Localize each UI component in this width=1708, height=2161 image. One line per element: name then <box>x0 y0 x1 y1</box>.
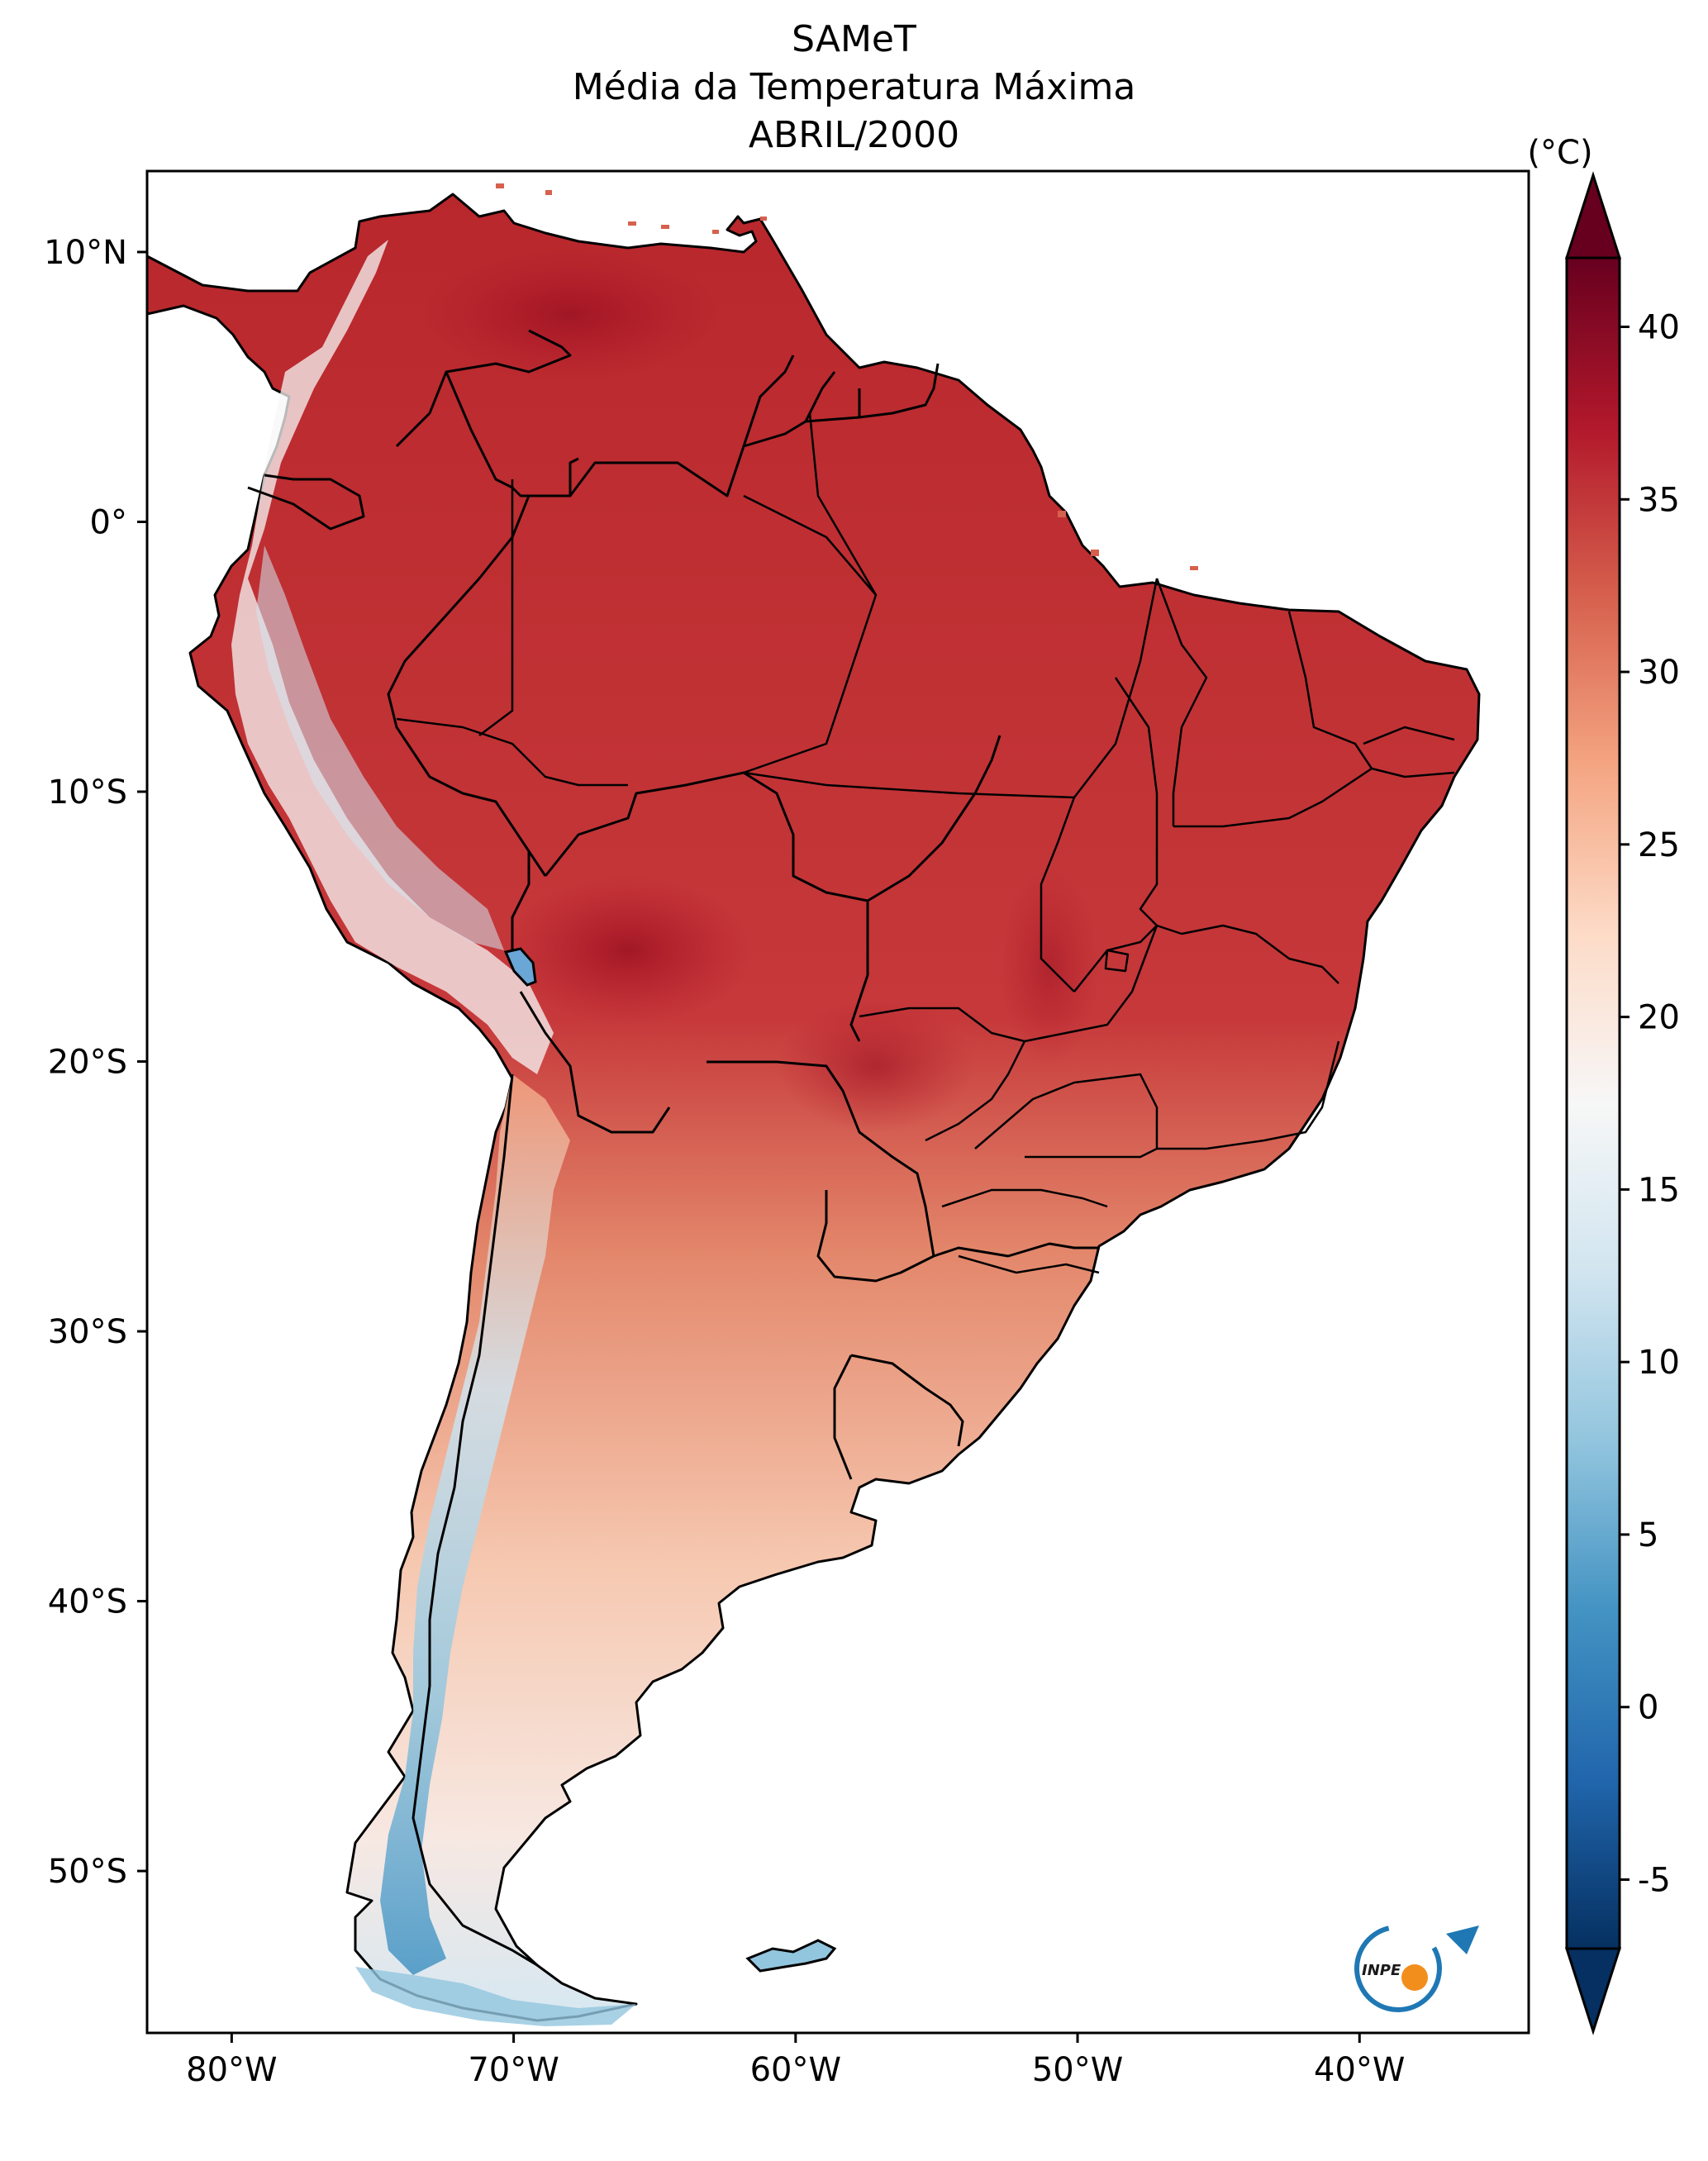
andes-cool-band-peru <box>256 545 504 950</box>
border-piaui-ceara <box>1287 611 1373 769</box>
border-venezuela-guyana <box>742 355 795 447</box>
colorbar: (°C) 40 35 30 25 20 15 10 5 0 -5 <box>1527 134 1680 2035</box>
border-maranhao-piaui <box>1155 578 1208 826</box>
inpe-logo-arrow <box>1446 1925 1479 1954</box>
lon-tick-label: 70°W <box>468 2051 559 2089</box>
border-mato-grosso-do-sul <box>859 1007 1026 1142</box>
border-minas-rj-es <box>1157 1040 1340 1150</box>
lat-tick-label: 30°S <box>48 1313 127 1351</box>
inpe-logo-text: INPE <box>1362 1962 1401 1979</box>
border-piaui-bahia <box>1173 767 1455 828</box>
border-sc-rs <box>958 1254 1100 1274</box>
border-bolivia-brazil <box>544 771 869 1042</box>
lat-tick-label: 0° <box>90 503 127 541</box>
lon-tick-group: 80°W 70°W 60°W 50°W 40°W <box>186 2033 1405 2089</box>
border-tocantins-east <box>1114 677 1158 926</box>
border-uruguay-brazil <box>850 1354 964 1447</box>
title-line-2: Média da Temperatura Máxima <box>572 66 1136 108</box>
border-ceara-rn <box>1363 726 1455 745</box>
colorbar-tick-label: 20 <box>1638 999 1680 1037</box>
border-sao-paulo-minas <box>974 1073 1158 1159</box>
lat-tick-label: 20°S <box>48 1044 127 1082</box>
lon-tick-label: 50°W <box>1032 2051 1123 2089</box>
border-peru-brazil <box>387 495 547 877</box>
border-uruguay-argentina <box>833 1354 853 1480</box>
colorbar-tick-label: 35 <box>1638 481 1680 519</box>
colorbar-tick-label: 5 <box>1638 1516 1658 1554</box>
colorbar-extend-min <box>1564 1947 1622 2035</box>
colorbar-tick-label: 15 <box>1638 1171 1680 1209</box>
border-chile-argentina <box>412 1073 538 1967</box>
border-suriname-guiana <box>859 363 940 419</box>
title-line-3: ABRIL/2000 <box>748 114 960 156</box>
colorbar-extend-max <box>1564 171 1622 259</box>
coastal-speckles <box>496 183 1198 570</box>
border-tocantins-west <box>1040 797 1076 992</box>
border-parana-sc <box>941 1188 1108 1208</box>
border-peru-bolivia <box>511 851 530 950</box>
andes-cool-band-south <box>380 1074 570 1975</box>
inpe-logo: INPE <box>1354 1925 1479 2012</box>
colorbar-tick-group: 40 35 30 25 20 15 10 5 0 -5 <box>1620 309 1680 1899</box>
border-colombia-venezuela-south <box>445 371 579 497</box>
lat-tick-label: 50°S <box>48 1853 127 1891</box>
lon-tick-label: 60°W <box>750 2051 841 2089</box>
border-ecuador <box>247 474 365 531</box>
state-borders <box>396 412 1455 1274</box>
colorbar-tick-label: 0 <box>1638 1689 1658 1727</box>
hot-region-venezuela <box>421 248 719 380</box>
border-colombia-venezuela <box>395 329 572 448</box>
border-bahia-minas <box>1156 924 1339 984</box>
andes-cool-band-north <box>231 240 554 1074</box>
lat-tick-label: 40°S <box>48 1583 127 1621</box>
lat-tick-label: 10°S <box>48 773 127 812</box>
hot-region-bolivia <box>504 876 752 1025</box>
border-brazil-north <box>569 388 861 497</box>
colorbar-tick-label: 10 <box>1638 1344 1680 1382</box>
border-amazonas-roraima <box>478 479 514 736</box>
title-line-1: SAMeT <box>792 18 916 60</box>
map-layer: INPE <box>147 183 1481 2026</box>
colorbar-tick-label: 30 <box>1638 654 1680 692</box>
colorbar-tick-label: 25 <box>1638 826 1680 864</box>
tierra-del-fuego-cool <box>355 1967 636 2026</box>
border-paraguay <box>707 1060 935 1283</box>
border-amapa-para <box>808 412 878 596</box>
colorbar-gradient <box>1565 256 1621 1950</box>
lat-tick-label: 10°N <box>44 234 127 272</box>
lat-tick-group: 10°N 0° 10°S 20°S 30°S 40°S 50°S <box>44 234 147 1891</box>
border-goias-minas <box>1024 924 1158 1043</box>
border-distrito-federal <box>1104 949 1130 973</box>
lon-tick-label: 40°W <box>1314 2051 1405 2089</box>
falkland-islands <box>745 1939 837 1973</box>
colorbar-tick-label: -5 <box>1638 1861 1671 1899</box>
map-frame <box>145 169 1530 2035</box>
country-borders <box>247 329 1099 1967</box>
border-guyana-suriname <box>804 371 836 422</box>
hot-region-mato-grosso <box>777 1000 975 1132</box>
colorbar-unit: (°C) <box>1527 134 1592 172</box>
inpe-logo-sun <box>1401 1964 1428 1991</box>
border-argentina-brazil <box>933 1242 1099 1258</box>
border-bolivia-argentina <box>519 991 671 1134</box>
lon-tick-label: 80°W <box>186 2051 277 2089</box>
border-brazil-states-west <box>867 735 1001 902</box>
lake-titicaca <box>503 947 537 987</box>
border-acre-amazonas <box>396 717 628 787</box>
colorbar-tick-label: 40 <box>1638 309 1680 347</box>
